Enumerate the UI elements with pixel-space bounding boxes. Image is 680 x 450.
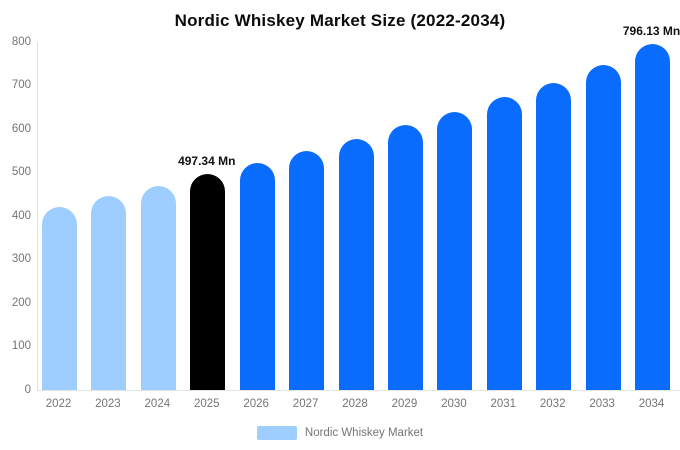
bar-2027 xyxy=(289,150,325,390)
bar-2030 xyxy=(437,111,473,390)
data-label-2034: 796.13 Mn xyxy=(622,23,680,38)
bar-2023 xyxy=(91,196,127,390)
bar-2026 xyxy=(239,162,275,390)
x-axis-tick-2034: 2034 xyxy=(638,398,665,410)
bar-2031 xyxy=(486,96,522,390)
plot-area xyxy=(37,42,680,391)
y-axis-tick-600: 600 xyxy=(11,122,31,135)
y-axis-tick-400: 400 xyxy=(11,209,31,222)
y-axis-tick-300: 300 xyxy=(11,253,31,265)
bar-2025 xyxy=(190,173,226,390)
x-axis-tick-2031: 2031 xyxy=(490,398,517,410)
bar-2029 xyxy=(387,125,423,390)
x-axis-tick-2027: 2027 xyxy=(292,398,319,410)
y-axis-tick-0: 0 xyxy=(24,383,31,396)
x-axis-tick-2023: 2023 xyxy=(95,398,121,410)
bar-2033 xyxy=(585,64,621,390)
x-axis-tick-2026: 2026 xyxy=(243,398,269,410)
x-axis-tick-2029: 2029 xyxy=(391,398,418,410)
x-axis-tick-2025: 2025 xyxy=(193,398,220,410)
bar-2034 xyxy=(635,43,671,390)
y-axis-tick-700: 700 xyxy=(11,79,31,91)
x-axis-tick-2028: 2028 xyxy=(342,398,368,410)
legend-swatch-icon[interactable] xyxy=(256,426,297,440)
y-axis-tick-200: 200 xyxy=(11,296,31,309)
bar-2032 xyxy=(536,82,572,390)
x-axis-tick-2032: 2032 xyxy=(539,398,566,410)
chart-title: Nordic Whiskey Market Size (2022-2034) xyxy=(174,11,506,30)
x-axis-tick-2030: 2030 xyxy=(441,398,467,410)
bar-2024 xyxy=(140,186,176,390)
y-axis-tick-800: 800 xyxy=(11,35,31,48)
y-axis-tick-500: 500 xyxy=(11,166,31,178)
bar-2022 xyxy=(42,207,77,390)
x-axis-tick-2022: 2022 xyxy=(45,398,72,410)
x-axis-tick-2033: 2033 xyxy=(589,398,615,410)
bar-2028 xyxy=(338,139,374,390)
data-label-2025: 497.34 Mn xyxy=(178,153,236,168)
y-axis-tick-100: 100 xyxy=(11,340,31,352)
x-axis-tick-2024: 2024 xyxy=(144,398,171,410)
legend[interactable]: Nordic Whiskey Market xyxy=(0,426,680,440)
legend-label[interactable]: Nordic Whiskey Market xyxy=(304,427,424,439)
